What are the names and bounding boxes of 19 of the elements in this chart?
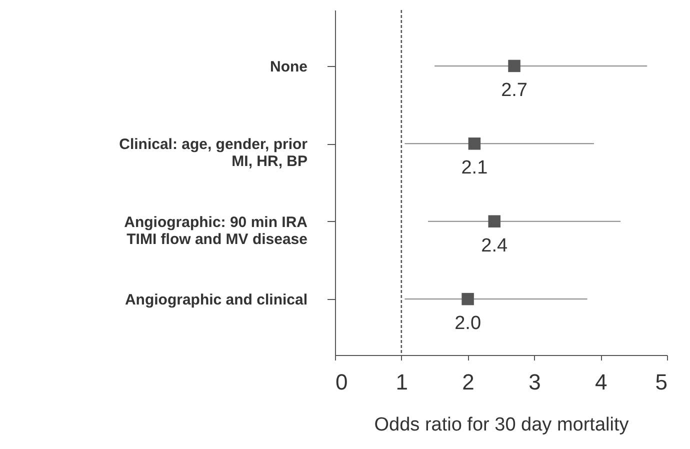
x-tick-label: 3 [528, 370, 541, 394]
x-tick-label: 1 [396, 370, 408, 394]
x-tick-label: 0 [336, 370, 348, 394]
x-tick-label: 5 [655, 370, 668, 394]
point [508, 60, 520, 72]
data-label: 2.7 [501, 80, 528, 101]
x-tick-label: 4 [594, 370, 608, 394]
point [462, 292, 474, 306]
data-label: 2.1 [461, 158, 488, 179]
x-axis-title: Odds ratio for 30 day mortality [374, 414, 630, 436]
y-tick-label: None [270, 58, 308, 76]
data-label: 2.0 [454, 313, 482, 334]
x-tick-label: 2 [462, 370, 474, 394]
y-tick-label: Angiographic: 90 min IRA TIMI flow and MV disease [124, 214, 308, 248]
point [468, 138, 481, 150]
y-tick-label: Angiographic and clinical [124, 292, 308, 309]
data-label: 2.4 [481, 235, 508, 256]
point [488, 215, 500, 228]
y-tick-label: Clinical: age, gender, prior MI, HR, BP [119, 136, 308, 170]
